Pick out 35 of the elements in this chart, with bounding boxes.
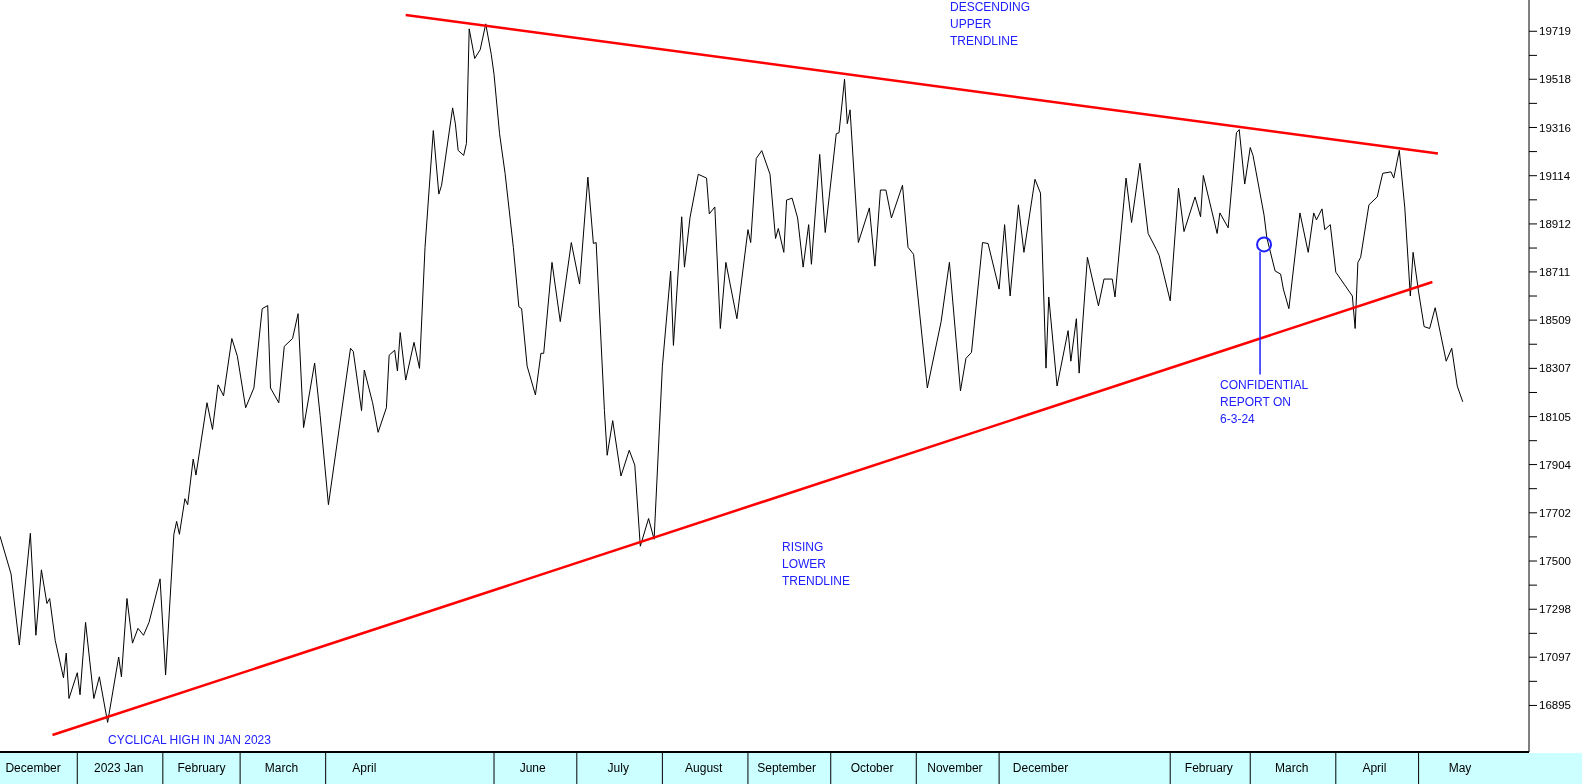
y-tick-label: 16895 xyxy=(1539,699,1571,712)
y-tick-label: 17702 xyxy=(1539,506,1571,519)
y-tick-label: 18912 xyxy=(1539,217,1571,230)
x-tick-label: August xyxy=(685,761,724,775)
y-tick-label: 19518 xyxy=(1539,73,1571,86)
annotation: CONFIDENTIAL REPORT ON 6-3-24 xyxy=(1220,378,1309,427)
y-tick-label: 18307 xyxy=(1539,362,1571,375)
x-tick-label: September xyxy=(757,761,816,775)
y-tick-label: 18711 xyxy=(1539,265,1571,278)
y-tick-label: 17097 xyxy=(1539,651,1571,664)
x-tick-label: May xyxy=(1448,761,1472,775)
x-tick-label: December xyxy=(1012,761,1069,775)
y-tick-label: 19114 xyxy=(1539,169,1571,182)
y-tick-label: 18105 xyxy=(1539,410,1571,423)
annotation: CYCLICAL HIGH IN JAN 2023 xyxy=(108,733,272,747)
x-tick-label: July xyxy=(607,761,629,775)
x-tick-label: December xyxy=(5,761,61,775)
x-tick-label: 2023 Jan xyxy=(93,761,144,775)
x-tick-label: October xyxy=(850,761,894,775)
x-tick-label: April xyxy=(352,761,377,775)
y-tick-label: 17500 xyxy=(1539,555,1571,568)
x-tick-label: April xyxy=(1362,761,1387,775)
y-tick-label: 17904 xyxy=(1539,458,1572,471)
y-tick-label: 19719 xyxy=(1539,25,1571,38)
y-tick-label: 18509 xyxy=(1539,314,1571,327)
y-tick-label: 19316 xyxy=(1539,121,1571,134)
x-tick-label: March xyxy=(1274,761,1309,775)
y-tick-label: 17298 xyxy=(1539,603,1571,616)
x-tick-label: March xyxy=(264,761,299,775)
x-tick-label: February xyxy=(177,761,226,775)
annotation: RISING LOWER TRENDLINE xyxy=(782,540,851,588)
x-tick-label: June xyxy=(519,761,546,775)
annotation: DESCENDING UPPER TRENDLINE xyxy=(950,0,1031,48)
x-tick-label: February xyxy=(1184,761,1233,775)
x-tick-label: November xyxy=(927,761,983,775)
